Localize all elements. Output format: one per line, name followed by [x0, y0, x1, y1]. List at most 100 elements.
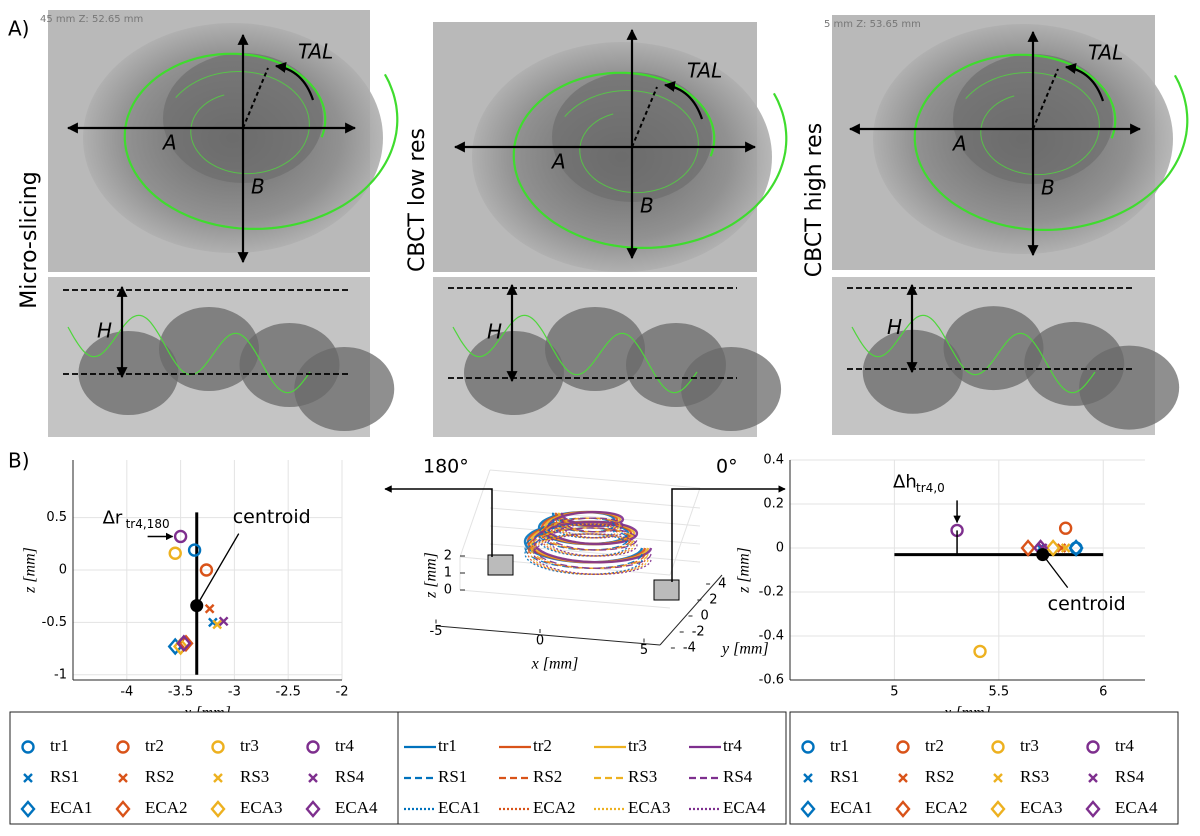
- marker: [187, 543, 202, 557]
- label-a: A: [951, 132, 967, 156]
- helix-3d: [532, 510, 653, 564]
- x-tick-label: -4: [120, 685, 133, 700]
- panel-label: A): [8, 17, 29, 41]
- helix-3d: [533, 517, 652, 569]
- y-tick-label: -4: [683, 641, 696, 656]
- image-blob: [681, 347, 782, 431]
- y-tick-label: -1: [54, 667, 67, 682]
- y-tick-label: 0: [776, 541, 784, 556]
- legend-label: tr4: [1115, 736, 1134, 755]
- legend-label: ECA3: [240, 798, 283, 817]
- method-label: CBCT low res: [405, 128, 430, 272]
- label-tal: TAL: [1088, 41, 1123, 65]
- x-tick-label: -3.5: [168, 685, 193, 700]
- centroid-leader: [196, 533, 240, 606]
- legend-label: tr2: [925, 736, 944, 755]
- legend-label: RS2: [533, 767, 562, 786]
- marker: [116, 740, 130, 754]
- marker: [23, 773, 33, 783]
- legend-label: ECA1: [438, 798, 481, 817]
- y-axis-label: y [mm]: [720, 641, 769, 658]
- legend-label: tr1: [830, 736, 849, 755]
- tal-line: [242, 67, 269, 129]
- annotation-subscript: tr4,0: [916, 481, 945, 495]
- y-tick-label: 0: [59, 563, 67, 578]
- window: [487, 554, 514, 576]
- helix-side: [851, 314, 1096, 394]
- label-b: B: [1041, 176, 1055, 200]
- x-tick-label: -3: [228, 685, 241, 700]
- helix-3d: [530, 523, 649, 575]
- label-a: A: [550, 150, 566, 174]
- image-blob: [1079, 345, 1180, 430]
- marker: [305, 800, 321, 818]
- z-tick-label: 1: [444, 566, 452, 581]
- legend-label: ECA2: [145, 798, 188, 817]
- method-label: Micro-slicing: [17, 171, 42, 308]
- legend-label: tr4: [335, 736, 354, 755]
- legend-label: ECA3: [628, 798, 671, 817]
- x-tick-label: -2.5: [276, 685, 301, 700]
- marker: [306, 740, 320, 754]
- marker: [898, 773, 908, 783]
- panel-label: B): [8, 449, 30, 473]
- helix-3d: [527, 523, 646, 575]
- label-b: B: [251, 175, 265, 199]
- y-axis-label: z [mm]: [736, 547, 753, 594]
- legend-label: ECA4: [1115, 798, 1158, 817]
- legend-label: ECA4: [335, 798, 378, 817]
- legend-label: RS3: [628, 767, 657, 786]
- view-arrow: [671, 485, 786, 582]
- legend-label: RS2: [145, 767, 174, 786]
- image-blob: [159, 307, 259, 391]
- label-a: A: [161, 131, 177, 155]
- z-tick-label: 0: [444, 583, 452, 598]
- annotation-subscript: tr4,180: [126, 517, 170, 531]
- grid-3d: [489, 543, 701, 563]
- legend-label: tr3: [1020, 736, 1039, 755]
- x-tick-label: -2: [336, 685, 349, 700]
- label-h: H: [887, 315, 902, 339]
- legend-label: tr2: [533, 736, 552, 755]
- marker: [168, 546, 182, 560]
- legend-label: RS3: [240, 767, 269, 786]
- cochlea-contour: [512, 71, 788, 249]
- marker: [896, 740, 910, 754]
- view-arrow: [384, 485, 493, 557]
- legend: [9, 711, 399, 825]
- legend-label: RS3: [1020, 767, 1049, 786]
- legend-label: tr1: [438, 736, 457, 755]
- y-tick-label: 0: [701, 609, 709, 624]
- marker: [211, 740, 225, 754]
- centroid-label: centroid: [1048, 593, 1126, 615]
- annotation: Δr: [103, 507, 123, 528]
- y-tick-label: -0.5: [42, 615, 67, 630]
- y-tick-label: -0.4: [759, 629, 784, 644]
- label-h: H: [487, 320, 502, 344]
- helix-side: [452, 314, 698, 394]
- y-tick-label: -0.2: [759, 585, 784, 600]
- x-tick-label: 5: [640, 643, 648, 658]
- grid-3d: [459, 469, 491, 558]
- marker: [800, 800, 816, 818]
- tal-arrow: [274, 62, 315, 101]
- legend-label: ECA3: [1020, 798, 1063, 817]
- marker: [993, 773, 1003, 783]
- legend-label: RS4: [1115, 767, 1145, 786]
- marker: [1088, 773, 1098, 783]
- marker: [173, 529, 188, 544]
- y-tick-label: -0.6: [759, 673, 784, 688]
- marker: [218, 616, 229, 627]
- centroid-label: centroid: [233, 506, 311, 528]
- legend-label: ECA1: [50, 798, 93, 817]
- marker: [1085, 800, 1101, 818]
- marker: [801, 740, 815, 754]
- image-blob: [545, 307, 645, 391]
- marker: [308, 773, 318, 783]
- label-h: H: [97, 319, 112, 343]
- marker: [973, 644, 987, 659]
- marker: [173, 637, 189, 656]
- legend-label: ECA2: [925, 798, 968, 817]
- legend-label: RS4: [723, 767, 753, 786]
- y-tick-label: 0.2: [763, 497, 784, 512]
